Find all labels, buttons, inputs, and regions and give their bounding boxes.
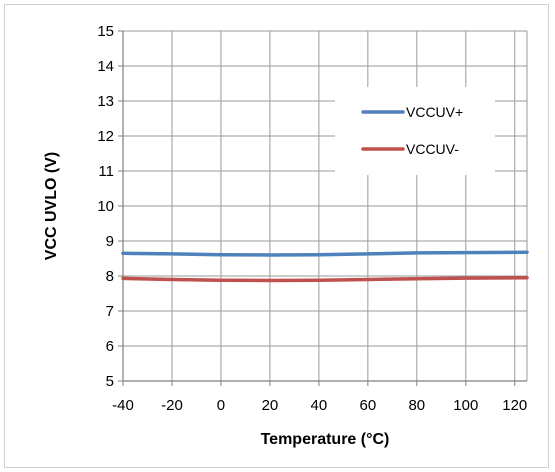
series-lines [121, 250, 529, 283]
y-tick-label: 12 [97, 128, 114, 145]
x-axis-label: Temperature (°C) [261, 431, 390, 448]
y-tick-label: 10 [97, 198, 114, 215]
y-axis-label: VCC UVLO (V) [43, 152, 60, 260]
x-tick-label: 120 [502, 397, 527, 414]
x-tick-label: -20 [161, 397, 183, 414]
axes [118, 30, 527, 386]
y-tick-label: 5 [106, 373, 114, 390]
horizontal-gridlines [123, 30, 527, 347]
chart-frame: -40 -20 0 20 40 60 80 100 120 5 6 7 8 9 10 11 12 13 14 15 … [4, 4, 549, 468]
legend-label: VCCUV- [406, 141, 459, 157]
x-tick-label: 100 [453, 397, 478, 414]
legend-box [335, 87, 495, 175]
legend: VCCUV+ VCCUV- [335, 87, 495, 175]
y-tick-label: 8 [106, 268, 114, 285]
x-tick-labels: -40 -20 0 20 40 60 80 100 120 [112, 397, 527, 414]
y-tick-label: 7 [106, 303, 114, 320]
x-tick-label: 80 [408, 397, 425, 414]
y-tick-label: 11 [98, 163, 114, 180]
y-tick-label: 9 [106, 233, 114, 250]
series-line-vccuv-minus [121, 276, 529, 283]
x-tick-label: -40 [112, 397, 134, 414]
y-tick-label: 6 [106, 338, 114, 355]
x-tick-label: 20 [262, 397, 279, 414]
y-tick-label: 15 [97, 23, 114, 40]
y-tick-label: 14 [97, 58, 114, 75]
uvlo-chart: -40 -20 0 20 40 60 80 100 120 56789101112131415 … [43, 23, 529, 448]
x-tick-label: 60 [360, 397, 377, 414]
series-line-vccuv-plus [121, 250, 529, 257]
y-tick-label: 13 [97, 93, 114, 110]
x-tick-label: 40 [311, 397, 328, 414]
y-tick-labels: 5 6 7 8 9 10 11 12 13 14 15 [97, 23, 114, 390]
x-tick-label: 0 [217, 397, 225, 414]
legend-label: VCCUV+ [406, 104, 463, 120]
